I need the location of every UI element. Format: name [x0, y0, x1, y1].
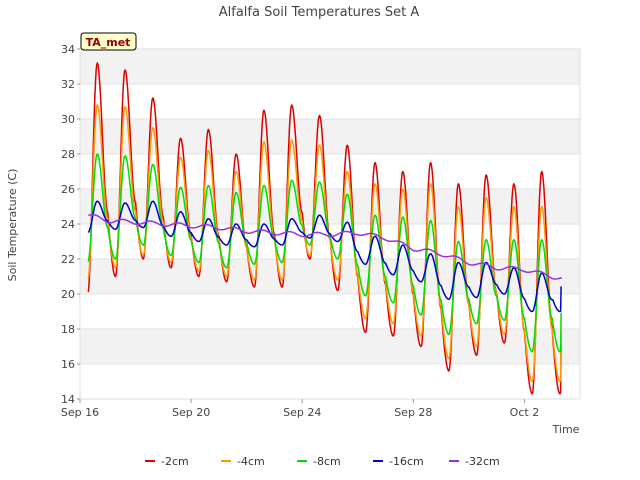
x-tick-label: Sep 28 [394, 406, 432, 419]
grid-band [80, 49, 580, 84]
grid-band [80, 259, 580, 294]
station-tag-label: TA_met [86, 36, 131, 49]
y-tick-label: 16 [61, 358, 75, 371]
legend-label: -4cm [237, 455, 265, 468]
y-tick-label: 28 [61, 148, 75, 161]
grid-band [80, 329, 580, 364]
chart-title: Alfalfa Soil Temperatures Set A [219, 5, 420, 20]
series-line-neg32cm [88, 213, 563, 280]
y-tick-label: 24 [61, 218, 75, 231]
legend: -2cm -4cm -8cm -16cm -32cm [145, 455, 500, 468]
grid-band [80, 119, 580, 154]
legend-item: -2cm [145, 455, 189, 468]
x-tick-label: Sep 16 [61, 406, 99, 419]
y-tick-label: 22 [61, 253, 75, 266]
y-tick-label: 18 [61, 323, 75, 336]
y-tick-label: 30 [61, 113, 75, 126]
legend-label: -2cm [161, 455, 189, 468]
legend-item: -16cm [373, 455, 424, 468]
series-line-neg4cm [87, 104, 562, 383]
x-tick-label: Oct 2 [510, 406, 540, 419]
series-layer [87, 62, 563, 395]
y-tick-label: 14 [61, 393, 75, 406]
legend-label: -8cm [313, 455, 341, 468]
y-tick-label: 20 [61, 288, 75, 301]
legend-item: -32cm [449, 455, 500, 468]
legend-label: -16cm [389, 455, 424, 468]
legend-item: -8cm [297, 455, 341, 468]
y-tick-label: 34 [61, 43, 75, 56]
axes-layer: 14 16 18 20 22 24 26 28 30 32 34 Sep 16 Sep 20 Sep 24… [61, 43, 539, 419]
station-tag-box [80, 32, 137, 51]
x-tick-label: Sep 24 [283, 406, 321, 419]
y-tick-label: 26 [61, 183, 75, 196]
y-axis-label: Soil Temperature (C) [6, 169, 19, 282]
legend-item: -4cm [221, 455, 265, 468]
station-tag: TA_met [80, 32, 137, 51]
legend-label: -32cm [465, 455, 500, 468]
grid-band [80, 189, 580, 224]
y-tick-label: 32 [61, 78, 75, 91]
series-line-neg16cm [87, 200, 562, 313]
plot-area [79, 48, 581, 400]
x-axis-label: Time [552, 423, 580, 436]
x-tick-label: Sep 20 [172, 406, 210, 419]
